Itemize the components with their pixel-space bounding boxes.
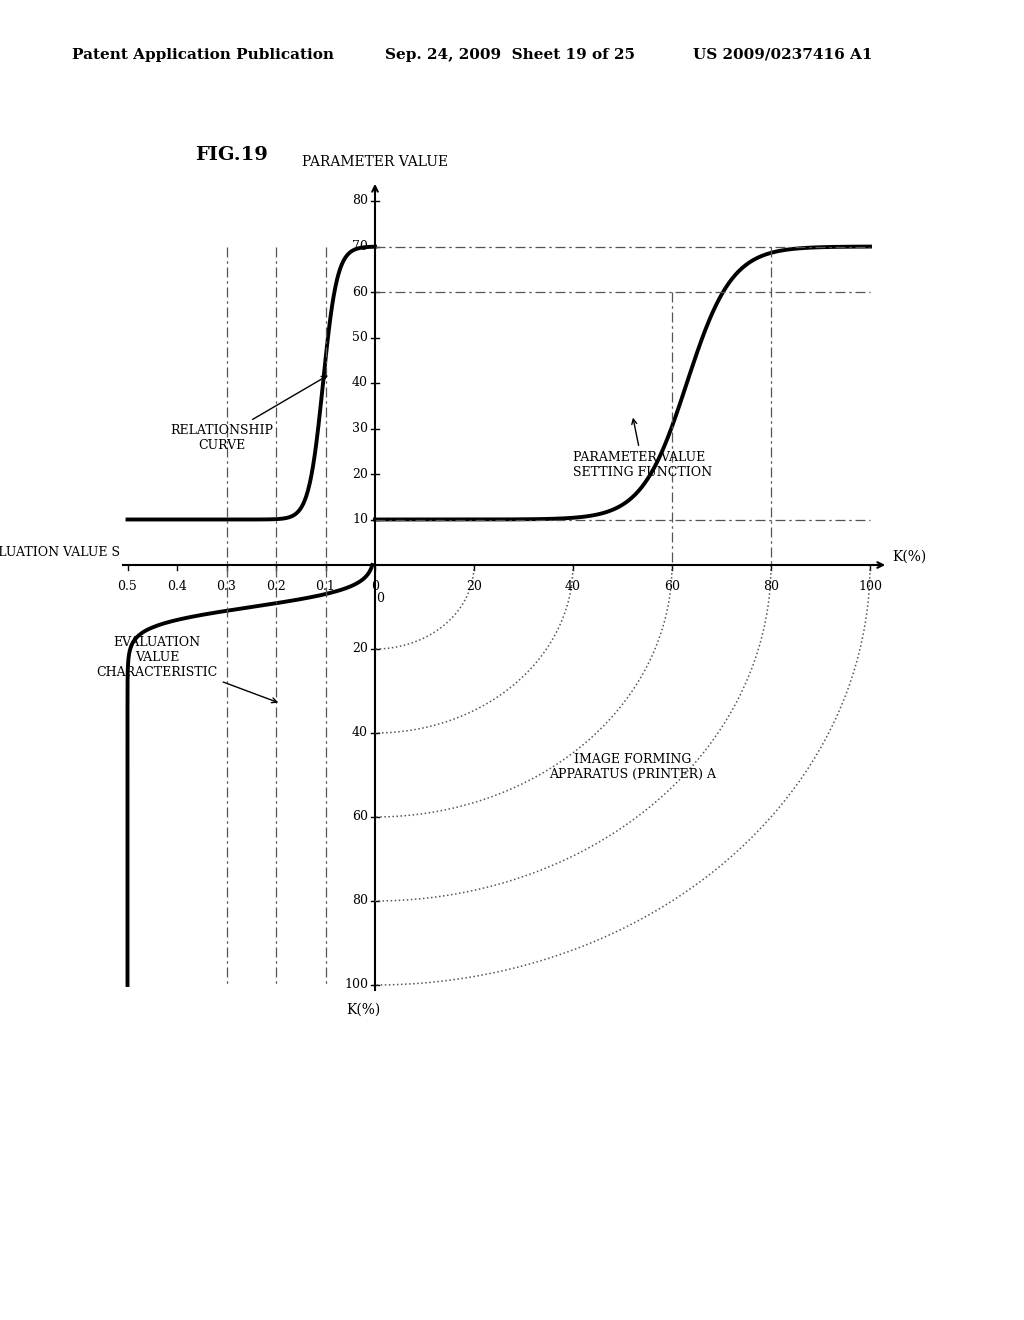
Text: 0.3: 0.3 bbox=[216, 579, 237, 593]
Text: 40: 40 bbox=[352, 376, 368, 389]
Text: PARAMETER VALUE
SETTING FUNCTION: PARAMETER VALUE SETTING FUNCTION bbox=[573, 418, 712, 479]
Text: 60: 60 bbox=[352, 810, 368, 824]
Text: 20: 20 bbox=[352, 643, 368, 656]
Text: 20: 20 bbox=[352, 467, 368, 480]
Text: 50: 50 bbox=[352, 331, 368, 345]
Text: US 2009/0237416 A1: US 2009/0237416 A1 bbox=[693, 48, 872, 62]
Text: 60: 60 bbox=[352, 285, 368, 298]
Text: 0.4: 0.4 bbox=[167, 579, 187, 593]
Text: RELATIONSHIP
CURVE: RELATIONSHIP CURVE bbox=[170, 376, 327, 451]
Text: 30: 30 bbox=[352, 422, 368, 436]
Text: K(%): K(%) bbox=[892, 550, 927, 564]
Text: Sep. 24, 2009  Sheet 19 of 25: Sep. 24, 2009 Sheet 19 of 25 bbox=[385, 48, 635, 62]
Text: 70: 70 bbox=[352, 240, 368, 253]
Text: 0.1: 0.1 bbox=[315, 579, 336, 593]
Text: 0.5: 0.5 bbox=[118, 579, 137, 593]
Text: PARAMETER VALUE: PARAMETER VALUE bbox=[302, 154, 449, 169]
Text: 0.2: 0.2 bbox=[266, 579, 286, 593]
Text: 80: 80 bbox=[763, 579, 779, 593]
Text: 20: 20 bbox=[466, 579, 482, 593]
Text: 100: 100 bbox=[344, 978, 368, 991]
Text: 40: 40 bbox=[352, 726, 368, 739]
Text: 80: 80 bbox=[352, 895, 368, 908]
Text: 0: 0 bbox=[376, 591, 384, 605]
Text: EVALUATION
VALUE
CHARACTERISTIC: EVALUATION VALUE CHARACTERISTIC bbox=[96, 636, 276, 702]
Text: Patent Application Publication: Patent Application Publication bbox=[72, 48, 334, 62]
Text: 80: 80 bbox=[352, 194, 368, 207]
Text: EVALUATION VALUE S: EVALUATION VALUE S bbox=[0, 546, 120, 560]
Text: K(%): K(%) bbox=[346, 1003, 380, 1016]
Text: FIG.19: FIG.19 bbox=[195, 147, 268, 164]
Text: 100: 100 bbox=[858, 579, 882, 593]
Text: 60: 60 bbox=[664, 579, 680, 593]
Text: 0: 0 bbox=[371, 579, 379, 593]
Text: 10: 10 bbox=[352, 513, 368, 525]
Text: IMAGE FORMING
APPARATUS (PRINTER) A: IMAGE FORMING APPARATUS (PRINTER) A bbox=[549, 752, 716, 780]
Text: 40: 40 bbox=[565, 579, 581, 593]
